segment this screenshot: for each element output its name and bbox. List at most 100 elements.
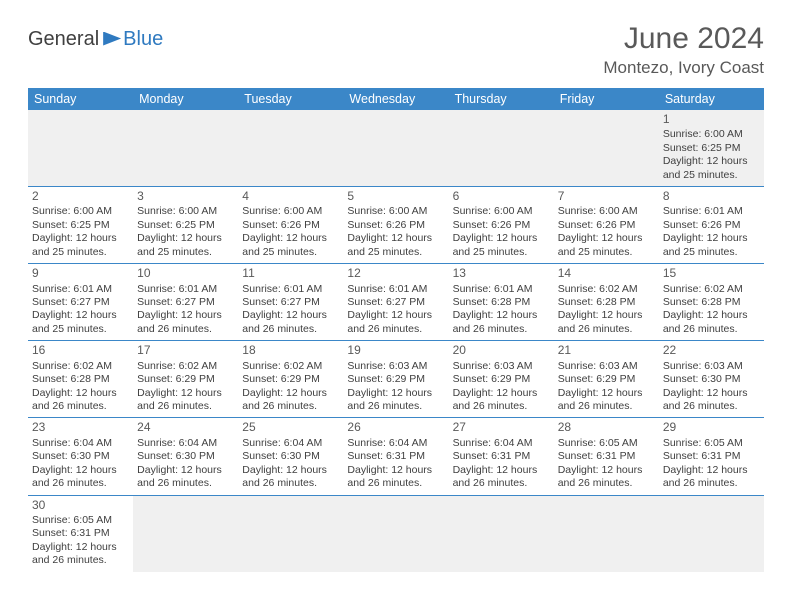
weekday-header: Friday — [554, 88, 659, 110]
daylight-line: Daylight: 12 hours and 26 minutes. — [347, 387, 444, 414]
daylight-line: Daylight: 12 hours and 26 minutes. — [32, 464, 129, 491]
sunset-line: Sunset: 6:28 PM — [453, 296, 550, 309]
calendar-cell: 26Sunrise: 6:04 AMSunset: 6:31 PMDayligh… — [343, 418, 448, 495]
day-number: 29 — [663, 420, 760, 435]
sunset-line: Sunset: 6:26 PM — [558, 219, 655, 232]
day-number: 9 — [32, 266, 129, 281]
calendar-cell: 12Sunrise: 6:01 AMSunset: 6:27 PMDayligh… — [343, 264, 448, 341]
daylight-line: Daylight: 12 hours and 26 minutes. — [558, 309, 655, 336]
calendar-cell — [659, 495, 764, 572]
sunset-line: Sunset: 6:27 PM — [347, 296, 444, 309]
sunset-line: Sunset: 6:29 PM — [453, 373, 550, 386]
location: Montezo, Ivory Coast — [603, 58, 764, 78]
calendar-cell — [133, 495, 238, 572]
day-number: 21 — [558, 343, 655, 358]
sunrise-line: Sunrise: 6:04 AM — [242, 437, 339, 450]
daylight-line: Daylight: 12 hours and 26 minutes. — [558, 387, 655, 414]
daylight-line: Daylight: 12 hours and 26 minutes. — [347, 464, 444, 491]
flag-icon — [103, 32, 121, 46]
daylight-line: Daylight: 12 hours and 25 minutes. — [32, 309, 129, 336]
daylight-line: Daylight: 12 hours and 26 minutes. — [453, 387, 550, 414]
brand-logo: General Blue — [28, 22, 163, 51]
calendar-cell: 19Sunrise: 6:03 AMSunset: 6:29 PMDayligh… — [343, 341, 448, 418]
calendar-week-row: 30Sunrise: 6:05 AMSunset: 6:31 PMDayligh… — [28, 495, 764, 572]
header: General Blue June 2024 Montezo, Ivory Co… — [28, 22, 764, 78]
calendar-week-row: 16Sunrise: 6:02 AMSunset: 6:28 PMDayligh… — [28, 341, 764, 418]
day-number: 4 — [242, 189, 339, 204]
daylight-line: Daylight: 12 hours and 26 minutes. — [32, 541, 129, 568]
sunrise-line: Sunrise: 6:00 AM — [453, 205, 550, 218]
daylight-line: Daylight: 12 hours and 25 minutes. — [347, 232, 444, 259]
sunset-line: Sunset: 6:30 PM — [137, 450, 234, 463]
sunrise-line: Sunrise: 6:00 AM — [663, 128, 760, 141]
calendar-cell: 5Sunrise: 6:00 AMSunset: 6:26 PMDaylight… — [343, 187, 448, 264]
daylight-line: Daylight: 12 hours and 25 minutes. — [663, 155, 760, 182]
sunset-line: Sunset: 6:31 PM — [347, 450, 444, 463]
calendar-cell: 8Sunrise: 6:01 AMSunset: 6:26 PMDaylight… — [659, 187, 764, 264]
calendar-cell: 23Sunrise: 6:04 AMSunset: 6:30 PMDayligh… — [28, 418, 133, 495]
sunrise-line: Sunrise: 6:00 AM — [242, 205, 339, 218]
weekday-header: Tuesday — [238, 88, 343, 110]
daylight-line: Daylight: 12 hours and 25 minutes. — [663, 232, 760, 259]
sunrise-line: Sunrise: 6:04 AM — [32, 437, 129, 450]
sunset-line: Sunset: 6:31 PM — [453, 450, 550, 463]
calendar-week-row: 1Sunrise: 6:00 AMSunset: 6:25 PMDaylight… — [28, 110, 764, 187]
sunset-line: Sunset: 6:25 PM — [32, 219, 129, 232]
sunset-line: Sunset: 6:31 PM — [558, 450, 655, 463]
sunrise-line: Sunrise: 6:03 AM — [558, 360, 655, 373]
calendar-cell: 27Sunrise: 6:04 AMSunset: 6:31 PMDayligh… — [449, 418, 554, 495]
sunrise-line: Sunrise: 6:02 AM — [242, 360, 339, 373]
day-number: 24 — [137, 420, 234, 435]
daylight-line: Daylight: 12 hours and 26 minutes. — [137, 387, 234, 414]
daylight-line: Daylight: 12 hours and 26 minutes. — [242, 387, 339, 414]
brand-part1: General — [28, 28, 99, 51]
sunrise-line: Sunrise: 6:01 AM — [347, 283, 444, 296]
sunset-line: Sunset: 6:31 PM — [32, 527, 129, 540]
sunrise-line: Sunrise: 6:01 AM — [242, 283, 339, 296]
calendar-week-row: 2Sunrise: 6:00 AMSunset: 6:25 PMDaylight… — [28, 187, 764, 264]
day-number: 26 — [347, 420, 444, 435]
calendar-cell — [133, 110, 238, 187]
calendar-table: SundayMondayTuesdayWednesdayThursdayFrid… — [28, 88, 764, 572]
calendar-week-row: 9Sunrise: 6:01 AMSunset: 6:27 PMDaylight… — [28, 264, 764, 341]
sunrise-line: Sunrise: 6:03 AM — [347, 360, 444, 373]
daylight-line: Daylight: 12 hours and 25 minutes. — [453, 232, 550, 259]
calendar-cell: 11Sunrise: 6:01 AMSunset: 6:27 PMDayligh… — [238, 264, 343, 341]
day-number: 17 — [137, 343, 234, 358]
sunset-line: Sunset: 6:26 PM — [242, 219, 339, 232]
calendar-cell — [28, 110, 133, 187]
sunset-line: Sunset: 6:25 PM — [137, 219, 234, 232]
day-number: 30 — [32, 498, 129, 513]
calendar-cell: 7Sunrise: 6:00 AMSunset: 6:26 PMDaylight… — [554, 187, 659, 264]
weekday-header: Wednesday — [343, 88, 448, 110]
sunrise-line: Sunrise: 6:03 AM — [663, 360, 760, 373]
daylight-line: Daylight: 12 hours and 25 minutes. — [242, 232, 339, 259]
sunrise-line: Sunrise: 6:05 AM — [663, 437, 760, 450]
calendar-cell — [554, 110, 659, 187]
sunrise-line: Sunrise: 6:02 AM — [663, 283, 760, 296]
calendar-cell: 29Sunrise: 6:05 AMSunset: 6:31 PMDayligh… — [659, 418, 764, 495]
day-number: 19 — [347, 343, 444, 358]
daylight-line: Daylight: 12 hours and 26 minutes. — [242, 309, 339, 336]
day-number: 14 — [558, 266, 655, 281]
sunset-line: Sunset: 6:27 PM — [242, 296, 339, 309]
daylight-line: Daylight: 12 hours and 26 minutes. — [137, 309, 234, 336]
sunrise-line: Sunrise: 6:03 AM — [453, 360, 550, 373]
sunset-line: Sunset: 6:29 PM — [137, 373, 234, 386]
title-block: June 2024 Montezo, Ivory Coast — [603, 22, 764, 78]
sunset-line: Sunset: 6:27 PM — [137, 296, 234, 309]
weekday-header: Saturday — [659, 88, 764, 110]
day-number: 27 — [453, 420, 550, 435]
daylight-line: Daylight: 12 hours and 26 minutes. — [453, 309, 550, 336]
daylight-line: Daylight: 12 hours and 25 minutes. — [137, 232, 234, 259]
calendar-cell: 22Sunrise: 6:03 AMSunset: 6:30 PMDayligh… — [659, 341, 764, 418]
day-number: 1 — [663, 112, 760, 127]
day-number: 13 — [453, 266, 550, 281]
daylight-line: Daylight: 12 hours and 26 minutes. — [663, 309, 760, 336]
sunrise-line: Sunrise: 6:02 AM — [32, 360, 129, 373]
sunrise-line: Sunrise: 6:05 AM — [32, 514, 129, 527]
sunset-line: Sunset: 6:25 PM — [663, 142, 760, 155]
calendar-cell — [238, 110, 343, 187]
calendar-cell: 13Sunrise: 6:01 AMSunset: 6:28 PMDayligh… — [449, 264, 554, 341]
sunset-line: Sunset: 6:28 PM — [558, 296, 655, 309]
